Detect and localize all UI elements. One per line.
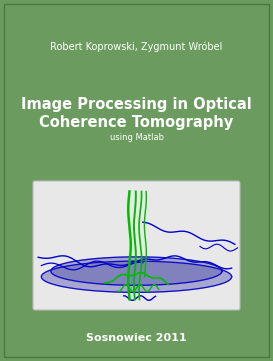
- Text: Coherence Tomography: Coherence Tomography: [39, 114, 234, 130]
- Text: Sosnowiec 2011: Sosnowiec 2011: [86, 333, 187, 343]
- Polygon shape: [41, 261, 232, 292]
- Text: Image Processing in Optical: Image Processing in Optical: [21, 97, 252, 113]
- FancyBboxPatch shape: [33, 181, 240, 310]
- Text: Robert Koprowski, Zygmunt Wróbel: Robert Koprowski, Zygmunt Wróbel: [50, 42, 223, 52]
- Text: using Matlab: using Matlab: [109, 132, 164, 142]
- Polygon shape: [51, 257, 222, 285]
